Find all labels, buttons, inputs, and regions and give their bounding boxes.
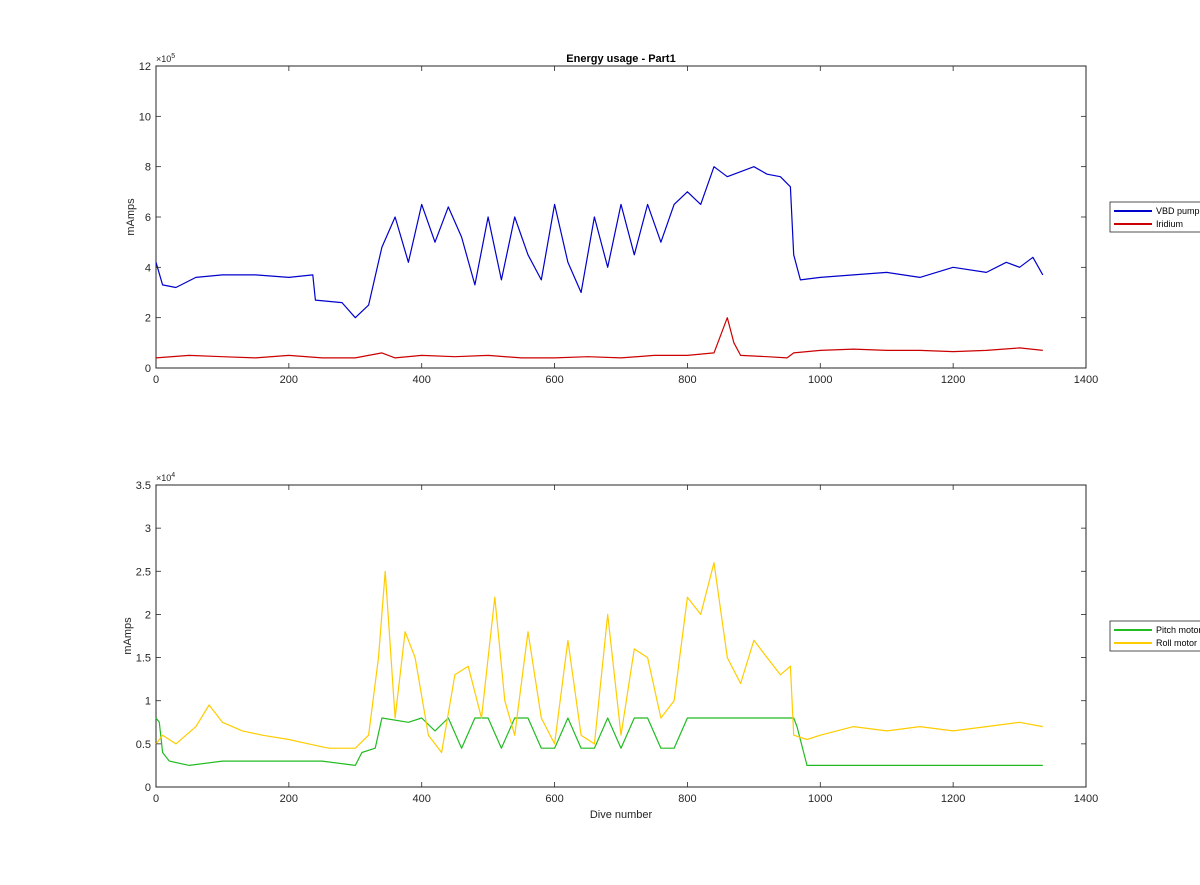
top-y-tick-label: 12 bbox=[139, 61, 151, 73]
series-line-iridium bbox=[155, 317, 1043, 359]
bottom-y-tick-label: 0 bbox=[145, 782, 151, 794]
series-line-vbd-pump bbox=[155, 166, 1044, 319]
top-y-tick-label: 6 bbox=[145, 212, 151, 224]
top-x-tick-label: 800 bbox=[678, 374, 696, 386]
top-plot-frame bbox=[155, 65, 1087, 369]
bottom-y-tick-label: 3.5 bbox=[136, 480, 151, 492]
bottom-legend: Pitch motor Roll motor bbox=[1109, 620, 1200, 652]
top-y-tick-label: 2 bbox=[145, 313, 151, 325]
series-line-pitch-motor bbox=[155, 717, 1043, 767]
top-chart-title: Energy usage - Part1 bbox=[566, 53, 675, 65]
bottom-y-axis-label: mAmps bbox=[122, 617, 134, 655]
bottom-plot-frame bbox=[155, 484, 1087, 788]
bottom-x-tick-label: 200 bbox=[280, 793, 298, 805]
bottom-x-tick-label: 400 bbox=[413, 793, 431, 805]
bottom-axes: 0 200 400 600 800 1000 1200 1400 0 0.5 1 1.5 2 2.5 3 3.… bbox=[122, 472, 1200, 821]
legend-label-roll-motor: Roll motor bbox=[1156, 638, 1197, 648]
top-legend: VBD pump Iridium bbox=[1109, 201, 1200, 233]
top-y-exponent-base: ×10 bbox=[156, 54, 171, 64]
bottom-x-tick-label: 1400 bbox=[1074, 793, 1098, 805]
bottom-x-tick-label: 600 bbox=[545, 793, 563, 805]
top-y-exponent: ×105 bbox=[156, 53, 175, 64]
bottom-y-tick-label: 1.5 bbox=[136, 653, 151, 665]
bottom-y-exponent-base: ×10 bbox=[156, 473, 171, 483]
bottom-x-tick-label: 0 bbox=[153, 793, 159, 805]
top-x-tick-label: 400 bbox=[413, 374, 431, 386]
legend-label-pitch-motor: Pitch motor bbox=[1156, 625, 1200, 635]
top-x-tick-label: 1400 bbox=[1074, 374, 1098, 386]
top-y-tick-label: 4 bbox=[145, 262, 151, 274]
bottom-y-exponent-power: 4 bbox=[171, 472, 175, 479]
top-legend-box bbox=[1109, 201, 1200, 233]
top-y-tick-label: 0 bbox=[145, 363, 151, 375]
top-series-group bbox=[155, 166, 1044, 359]
top-ticks-group: 0 200 400 600 800 1000 1200 1400 0 2 4 6 8 10 12 bbox=[139, 61, 1098, 386]
bottom-x-tick-label: 1000 bbox=[808, 793, 832, 805]
legend-label-iridium: Iridium bbox=[1156, 219, 1183, 229]
bottom-series-group bbox=[155, 562, 1043, 767]
top-x-tick-label: 600 bbox=[545, 374, 563, 386]
top-axes: 0 200 400 600 800 1000 1200 1400 0 2 4 6 8 10 12 Energ… bbox=[125, 53, 1200, 386]
bottom-y-exponent: ×104 bbox=[156, 472, 175, 483]
legend-label-vbd-pump: VBD pump bbox=[1156, 206, 1200, 216]
top-y-tick-label: 8 bbox=[145, 162, 151, 174]
bottom-legend-box bbox=[1109, 620, 1200, 652]
bottom-x-tick-label: 1200 bbox=[941, 793, 965, 805]
top-y-tick-label: 10 bbox=[139, 111, 151, 123]
top-y-axis-label: mAmps bbox=[125, 198, 137, 236]
top-x-tick-label: 200 bbox=[280, 374, 298, 386]
top-x-tick-label: 0 bbox=[153, 374, 159, 386]
top-y-exponent-power: 5 bbox=[171, 53, 175, 60]
bottom-y-tick-label: 0.5 bbox=[136, 739, 151, 751]
bottom-y-tick-label: 2 bbox=[145, 609, 151, 621]
bottom-x-tick-label: 800 bbox=[678, 793, 696, 805]
series-line-roll-motor bbox=[155, 562, 1043, 754]
bottom-ticks-group: 0 200 400 600 800 1000 1200 1400 0 0.5 1 1.5 2 2.5 3 3.… bbox=[136, 480, 1099, 805]
bottom-y-tick-label: 3 bbox=[145, 523, 151, 535]
bottom-y-tick-label: 1 bbox=[145, 696, 151, 708]
bottom-x-axis-label: Dive number bbox=[590, 809, 653, 821]
top-x-tick-label: 1200 bbox=[941, 374, 965, 386]
bottom-y-tick-label: 2.5 bbox=[136, 566, 151, 578]
top-x-tick-label: 1000 bbox=[808, 374, 832, 386]
